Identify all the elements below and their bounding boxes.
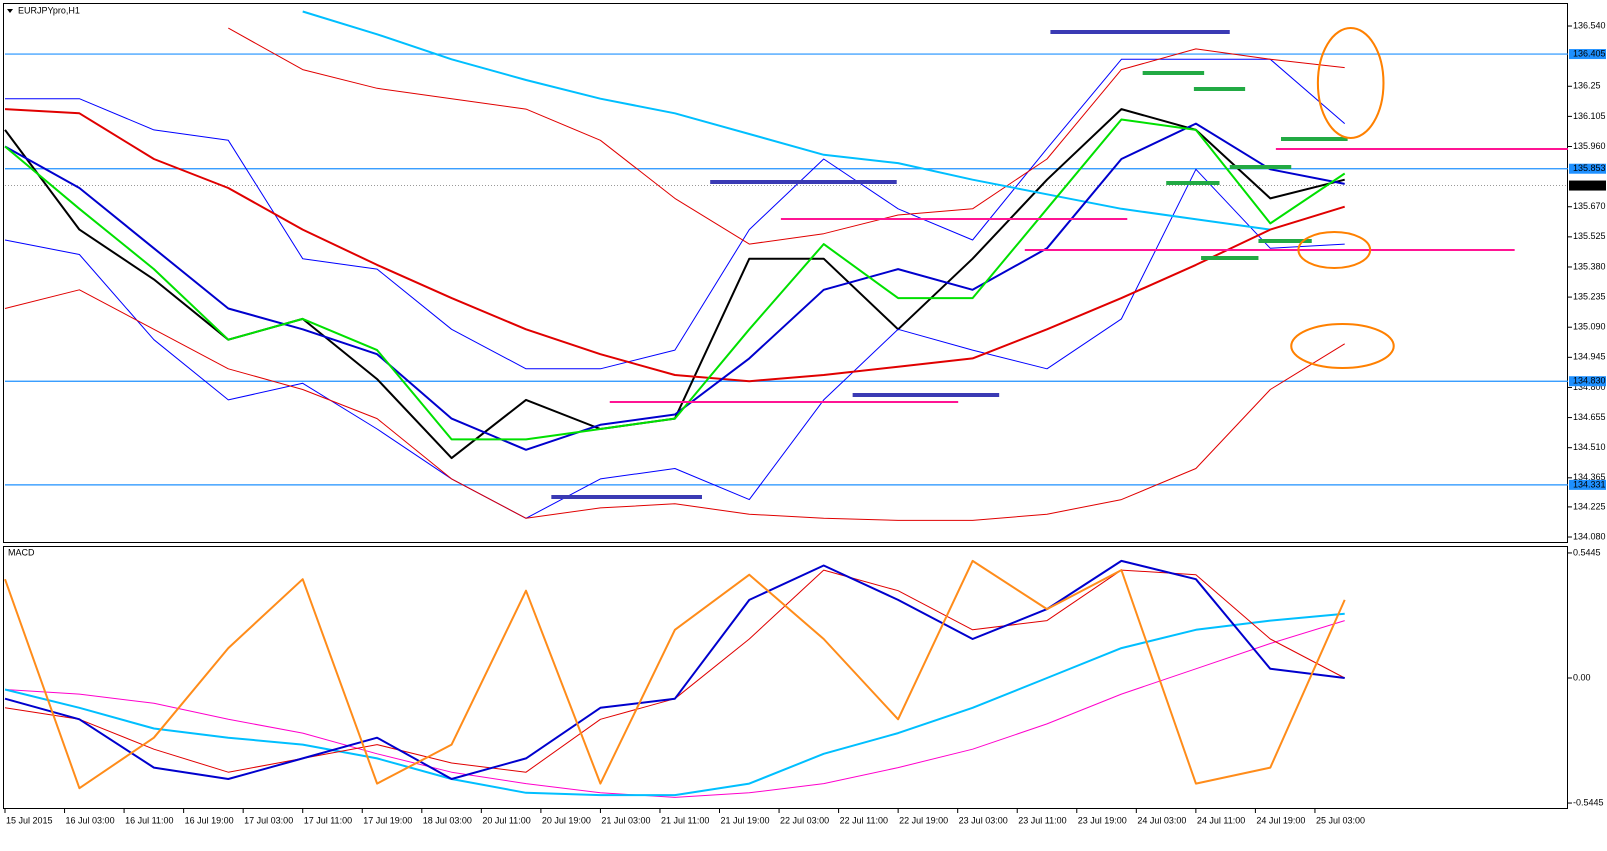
series-line xyxy=(4,289,1345,521)
x-tick-label: 15 Jul 2015 xyxy=(6,815,53,825)
current-price-box xyxy=(1569,180,1606,191)
series-line xyxy=(4,620,1345,798)
y-tick-label: 134.225 xyxy=(1573,501,1606,511)
series-line xyxy=(4,559,1345,780)
x-tick-label: 25 Jul 03:00 xyxy=(1316,815,1365,825)
y-tick-label: 135.235 xyxy=(1573,291,1606,301)
x-tick-label: 17 Jul 03:00 xyxy=(244,815,293,825)
x-tick-label: 21 Jul 03:00 xyxy=(601,815,650,825)
level-label-box xyxy=(1569,479,1606,490)
x-tick-label: 22 Jul 03:00 xyxy=(780,815,829,825)
drawn-ellipse xyxy=(1297,231,1372,269)
y-tick-label: 134.800 xyxy=(1573,382,1606,392)
series-line xyxy=(4,168,1345,519)
y-tick-label: 134.510 xyxy=(1573,442,1606,452)
x-tick-label: 23 Jul 11:00 xyxy=(1018,815,1066,825)
x-tick-label: 23 Jul 19:00 xyxy=(1078,815,1127,825)
series-line xyxy=(228,27,1345,245)
y-tick-label: 0.5445 xyxy=(1573,547,1601,557)
series-line xyxy=(4,559,1346,790)
y-tick-label: 136.540 xyxy=(1573,20,1606,30)
y-tick-label: 136.105 xyxy=(1573,111,1606,121)
current-price-label: 135.772 xyxy=(1573,180,1606,190)
level-label: 136.405 xyxy=(1573,48,1606,58)
y-tick-label: 134.945 xyxy=(1573,352,1606,362)
y-tick-label: 134.655 xyxy=(1573,412,1606,422)
x-tick-label: 24 Jul 11:00 xyxy=(1197,815,1245,825)
macd-panel-frame xyxy=(3,546,1568,809)
x-tick-label: 17 Jul 11:00 xyxy=(304,815,352,825)
y-tick-label: 134.365 xyxy=(1573,472,1606,482)
drawn-ellipse xyxy=(1316,27,1385,139)
series-line xyxy=(4,118,1346,441)
y-tick-label: 135.670 xyxy=(1573,201,1606,211)
y-tick-label: 135.525 xyxy=(1573,231,1606,241)
x-tick-label: 16 Jul 03:00 xyxy=(66,815,115,825)
x-tick-label: 17 Jul 19:00 xyxy=(363,815,412,825)
main-panel-frame xyxy=(3,3,1568,543)
indicator-title: MACD xyxy=(8,547,35,557)
series-line xyxy=(4,612,1345,797)
x-tick-label: 21 Jul 19:00 xyxy=(721,815,770,825)
drawn-ellipse xyxy=(1290,323,1395,369)
y-tick-label: 135.090 xyxy=(1573,322,1606,332)
level-label-box xyxy=(1569,49,1606,60)
drawn-objects xyxy=(551,27,1568,499)
x-tick-label: 20 Jul 19:00 xyxy=(542,815,591,825)
level-label-box xyxy=(1569,376,1606,387)
level-label: 135.853 xyxy=(1573,163,1606,173)
y-tick-label: 134.080 xyxy=(1573,531,1606,541)
x-tick-label: 16 Jul 19:00 xyxy=(185,815,234,825)
x-tick-label: 22 Jul 11:00 xyxy=(840,815,888,825)
menu-arrow[interactable] xyxy=(7,9,13,13)
y-tick-label: 135.960 xyxy=(1573,141,1606,151)
x-tick-label: 18 Jul 03:00 xyxy=(423,815,472,825)
x-tick-label: 22 Jul 19:00 xyxy=(899,815,948,825)
series-line xyxy=(302,10,1271,231)
y-tick-label: 136.25 xyxy=(1573,81,1601,91)
y-tick-label: 135.380 xyxy=(1573,261,1606,271)
x-tick-label: 24 Jul 03:00 xyxy=(1137,815,1186,825)
y-tick-label: -0.5445 xyxy=(1573,797,1604,807)
x-tick-label: 24 Jul 19:00 xyxy=(1256,815,1305,825)
series-line xyxy=(4,122,1345,451)
series-line xyxy=(5,58,1346,370)
y-tick-label: 0.00 xyxy=(1573,672,1591,682)
level-label-box xyxy=(1569,163,1606,174)
x-tick-label: 16 Jul 11:00 xyxy=(125,815,173,825)
level-label: 134.331 xyxy=(1573,479,1606,489)
chart-title: EURJPYpro,H1 xyxy=(18,5,80,15)
x-tick-label: 23 Jul 03:00 xyxy=(959,815,1008,825)
level-label: 134.830 xyxy=(1573,376,1606,386)
x-tick-label: 20 Jul 11:00 xyxy=(482,815,530,825)
series-line xyxy=(4,108,1345,383)
x-tick-label: 21 Jul 11:00 xyxy=(661,815,709,825)
